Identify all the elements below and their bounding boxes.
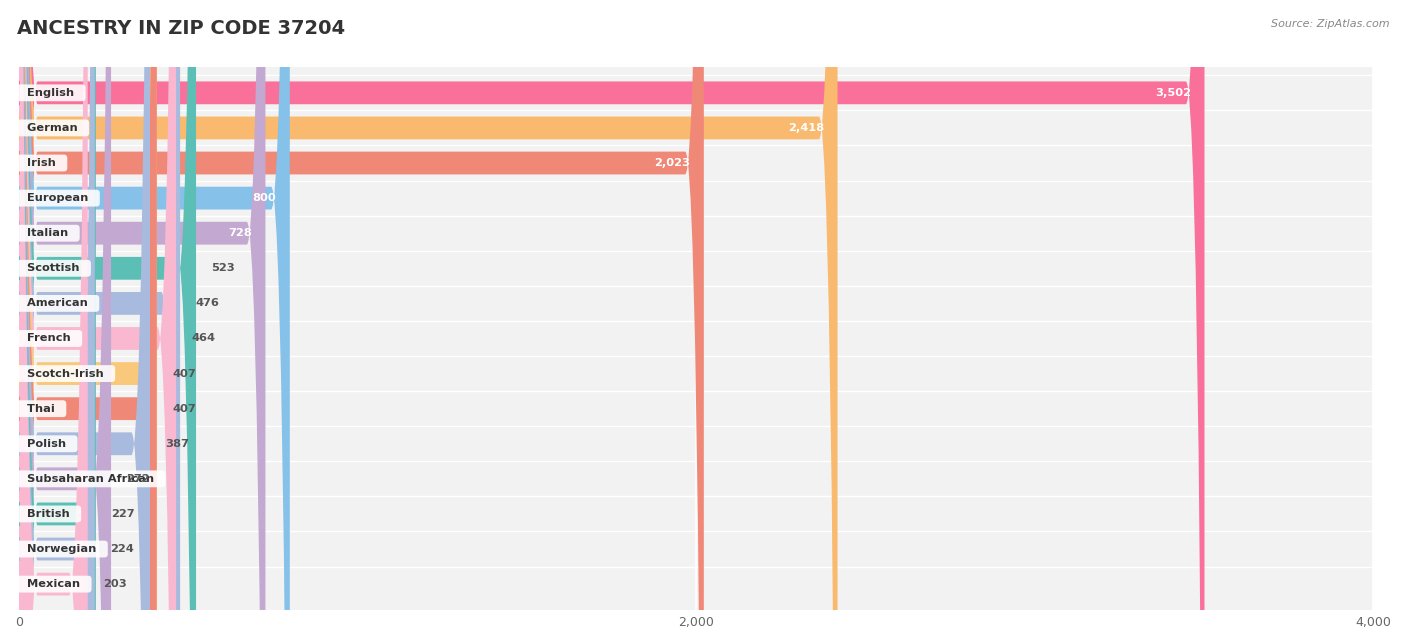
Bar: [20, 292, 180, 315]
Bar: [20, 327, 176, 350]
Text: 227: 227: [111, 509, 135, 519]
Text: Irish: Irish: [20, 158, 63, 168]
FancyBboxPatch shape: [20, 0, 290, 644]
Text: 203: 203: [103, 579, 127, 589]
Text: Scotch-Irish: Scotch-Irish: [20, 368, 111, 379]
Bar: [20, 538, 94, 560]
Text: 728: 728: [228, 228, 252, 238]
Bar: [20, 362, 157, 385]
FancyBboxPatch shape: [20, 0, 266, 644]
Bar: [20, 397, 157, 420]
Text: Scottish: Scottish: [20, 263, 87, 273]
Text: Italian: Italian: [20, 228, 76, 238]
Bar: [20, 151, 704, 175]
Bar: [20, 573, 87, 596]
Text: German: German: [20, 123, 86, 133]
Text: 224: 224: [110, 544, 134, 554]
Text: 800: 800: [253, 193, 276, 203]
FancyBboxPatch shape: [20, 0, 157, 644]
FancyBboxPatch shape: [20, 0, 838, 644]
FancyBboxPatch shape: [20, 0, 1205, 644]
Text: Subsaharan African: Subsaharan African: [20, 474, 162, 484]
Text: 523: 523: [211, 263, 235, 273]
Text: 407: 407: [172, 404, 195, 413]
FancyBboxPatch shape: [20, 0, 111, 644]
Text: 272: 272: [127, 474, 150, 484]
Text: 476: 476: [195, 298, 219, 308]
Text: British: British: [20, 509, 77, 519]
Text: Norwegian: Norwegian: [20, 544, 104, 554]
FancyBboxPatch shape: [20, 0, 96, 644]
Bar: [20, 432, 150, 455]
Text: English: English: [20, 88, 82, 98]
FancyBboxPatch shape: [20, 0, 176, 644]
FancyBboxPatch shape: [20, 0, 195, 644]
Text: French: French: [20, 334, 79, 343]
Bar: [20, 117, 838, 139]
Text: 2,418: 2,418: [787, 123, 824, 133]
Bar: [20, 222, 266, 245]
FancyBboxPatch shape: [20, 0, 704, 644]
Text: 407: 407: [172, 368, 195, 379]
Text: 3,502: 3,502: [1154, 88, 1191, 98]
Text: ANCESTRY IN ZIP CODE 37204: ANCESTRY IN ZIP CODE 37204: [17, 19, 344, 39]
FancyBboxPatch shape: [20, 0, 157, 644]
FancyBboxPatch shape: [20, 0, 87, 644]
Text: 387: 387: [166, 439, 190, 449]
Bar: [20, 257, 195, 279]
Text: European: European: [20, 193, 97, 203]
FancyBboxPatch shape: [20, 0, 150, 644]
Text: 464: 464: [191, 334, 215, 343]
Bar: [20, 468, 111, 490]
Bar: [20, 502, 96, 526]
Bar: [20, 187, 290, 209]
Text: American: American: [20, 298, 96, 308]
FancyBboxPatch shape: [20, 0, 180, 644]
Text: Polish: Polish: [20, 439, 75, 449]
Text: 2,023: 2,023: [654, 158, 690, 168]
Text: Mexican: Mexican: [20, 579, 89, 589]
Bar: [20, 81, 1205, 104]
Text: Thai: Thai: [20, 404, 63, 413]
Text: Source: ZipAtlas.com: Source: ZipAtlas.com: [1271, 19, 1389, 30]
FancyBboxPatch shape: [20, 0, 94, 644]
